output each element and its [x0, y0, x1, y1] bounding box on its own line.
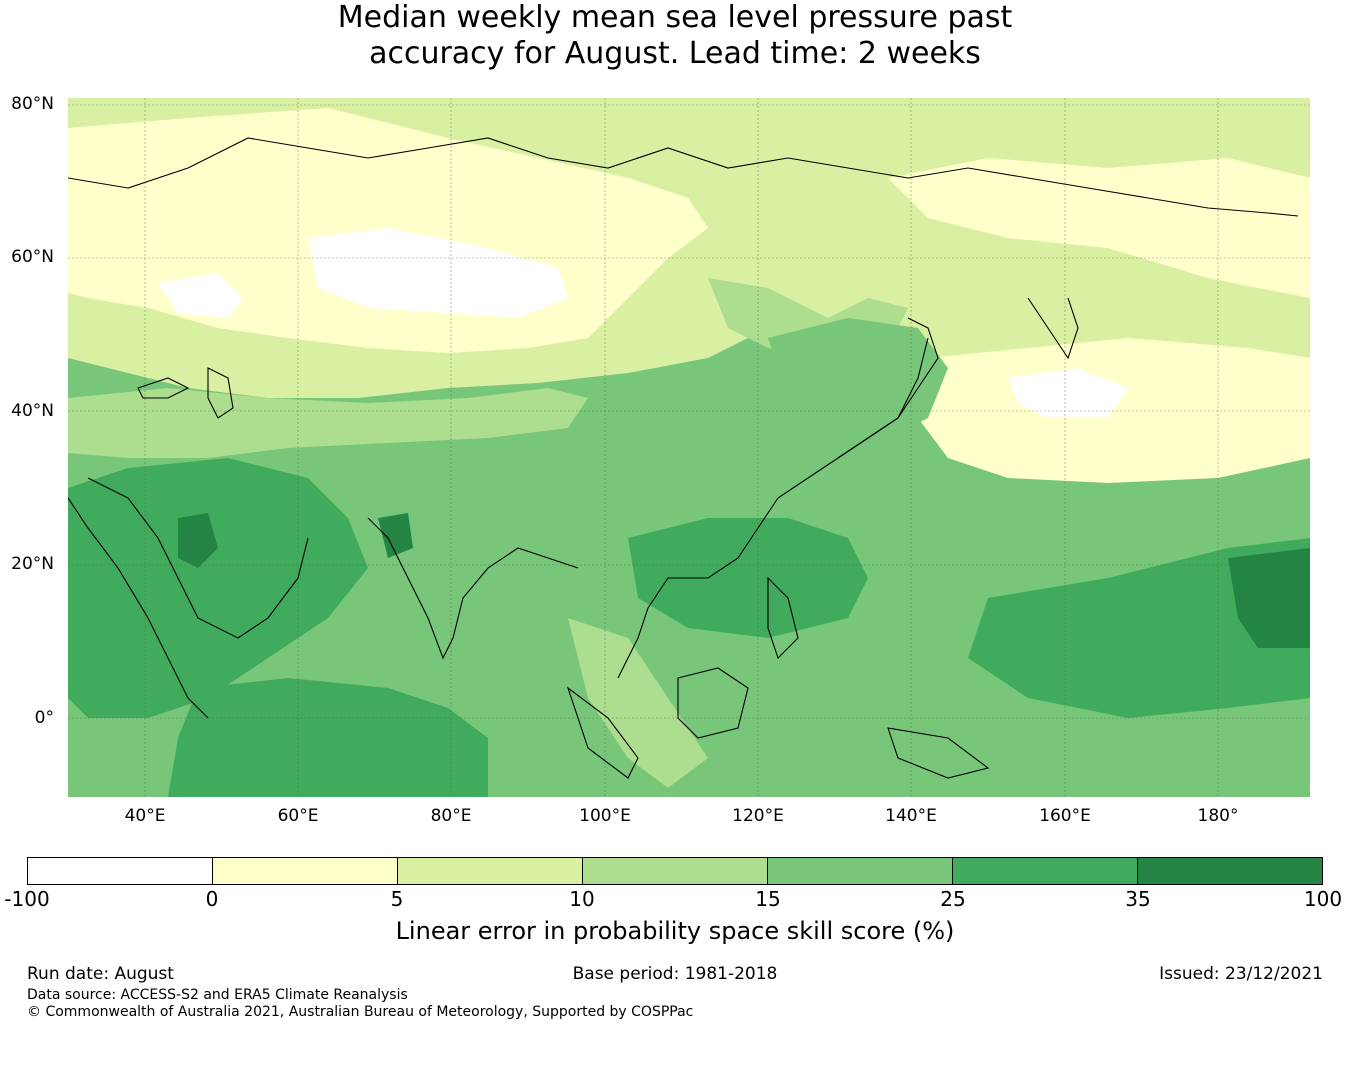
colorbar-tick: 25 [940, 887, 966, 911]
run-date: Run date: August [27, 964, 174, 984]
coastlines [68, 137, 1299, 779]
lat-tick-0: 0° [34, 708, 54, 728]
region-tibet-top [378, 513, 413, 558]
region-south-china-sea-mid [568, 618, 708, 788]
region-pacific-top [1228, 548, 1310, 648]
region-arabia-top [178, 513, 218, 568]
region-central-pacific-high [968, 538, 1310, 718]
lon-tick-140e: 140°E [885, 806, 937, 826]
lon-tick-80e: 80°E [430, 806, 472, 826]
coastline-philippines [767, 576, 799, 660]
coastline-kamchatka [1027, 297, 1079, 360]
region-east-siberia-low [888, 158, 1310, 298]
region-west-pacific-high [628, 518, 868, 638]
colorbar-tick: 35 [1125, 887, 1151, 911]
skill-score-map [68, 98, 1310, 797]
lon-tick-100e: 100°E [579, 806, 631, 826]
lat-tick-40n: 40°N [11, 401, 54, 421]
coastline-arabia [87, 477, 309, 639]
region-central-asia-mid [68, 388, 588, 458]
base-period: Base period: 1981-2018 [572, 964, 778, 984]
coastline-sumatra [566, 686, 639, 779]
colorbar-segment [213, 858, 398, 884]
coastline-east-asia [617, 317, 939, 679]
coastline-caspian [207, 367, 234, 419]
colorbar-tick: 5 [390, 887, 404, 911]
lon-tick-60e: 60°E [277, 806, 319, 826]
graticule [68, 98, 1310, 797]
colorbar-tick: 100 [1303, 887, 1343, 911]
map-panel [68, 98, 1310, 797]
lon-tick-160e: 160°E [1039, 806, 1091, 826]
lat-tick-20n: 20°N [11, 554, 54, 574]
lon-tick-40e: 40°E [124, 806, 166, 826]
issued-date: Issued: 23/12/2021 [1159, 964, 1323, 984]
lat-tick-80n: 80°N [11, 94, 54, 114]
coastline-india [367, 517, 579, 660]
lat-tick-60n: 60°N [11, 247, 54, 267]
colorbar-segment [953, 858, 1138, 884]
lon-tick-120e: 120°E [732, 806, 784, 826]
data-source: Data source: ACCESS-S2 and ERA5 Climate … [27, 987, 408, 1003]
title-line-1: Median weekly mean sea level pressure pa… [337, 0, 1013, 35]
region-siberia-none [308, 228, 568, 318]
colorbar-label: Linear error in probability space skill … [395, 917, 955, 945]
chart-title: Median weekly mean sea level pressure pa… [0, 0, 1350, 72]
colorbar-tick: -100 [4, 887, 50, 911]
region-indian-ocean-high [168, 678, 488, 797]
lon-tick-180: 180° [1197, 806, 1239, 826]
colorbar-segment [583, 858, 768, 884]
region-arabia-high [68, 458, 368, 718]
region-pacific-low [918, 338, 1310, 483]
title-line-2: accuracy for August. Lead time: 2 weeks [369, 36, 981, 71]
coastline-black-sea [137, 377, 190, 399]
coastline-africa [68, 497, 209, 719]
colorbar-segment [398, 858, 583, 884]
colorbar-tick: 15 [755, 887, 781, 911]
colorbar-tick: 10 [569, 887, 595, 911]
coastline-arctic [68, 137, 1299, 217]
coastline-borneo [677, 667, 749, 739]
colorbar-segment [28, 858, 213, 884]
copyright: © Commonwealth of Australia 2021, Austra… [27, 1004, 694, 1020]
colorbar-segment [768, 858, 953, 884]
colorbar-tick: 0 [205, 887, 219, 911]
region-europe-none [158, 273, 243, 318]
colorbar [27, 857, 1323, 885]
colorbar-segment [1138, 858, 1322, 884]
region-pacific-none [1008, 368, 1128, 418]
coastline-new-guinea [887, 727, 990, 779]
coastline-japan [837, 337, 929, 459]
